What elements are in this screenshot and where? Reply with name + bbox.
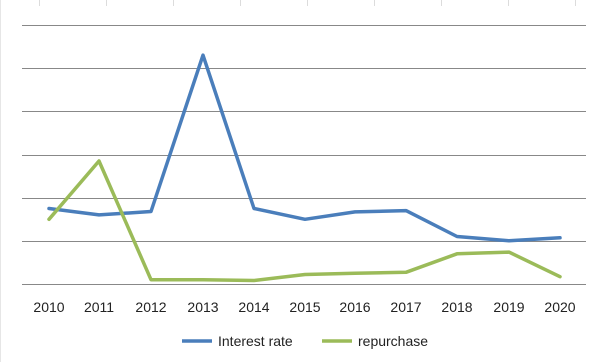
x-tick-label: 2019 xyxy=(493,299,524,315)
x-tick-label: 2013 xyxy=(187,299,218,315)
series-line-repurchase xyxy=(47,159,562,283)
x-tick-label: 2011 xyxy=(84,299,114,315)
x-tick-label: 2017 xyxy=(390,299,421,315)
x-tick-label: 2012 xyxy=(135,299,166,315)
x-tick-label: 2014 xyxy=(238,299,269,315)
x-tick-label: 2016 xyxy=(339,299,370,315)
x-tick-label: 2018 xyxy=(441,299,472,315)
legend-label: Interest rate xyxy=(218,333,293,349)
x-axis-tick-labels: 2010 2011 2012 2013 2014 2015 2016 2017 2018 2019… xyxy=(33,299,575,315)
legend-label: repurchase xyxy=(358,333,428,349)
legend: Interest rate repurchase xyxy=(182,333,428,349)
series-line-interest-rate xyxy=(47,53,562,243)
series-lines xyxy=(47,53,562,283)
x-tick-label: 2020 xyxy=(544,299,575,315)
x-tick-label: 2010 xyxy=(33,299,64,315)
horizontal-gridlines xyxy=(22,25,586,285)
x-tick-label: 2015 xyxy=(289,299,320,315)
